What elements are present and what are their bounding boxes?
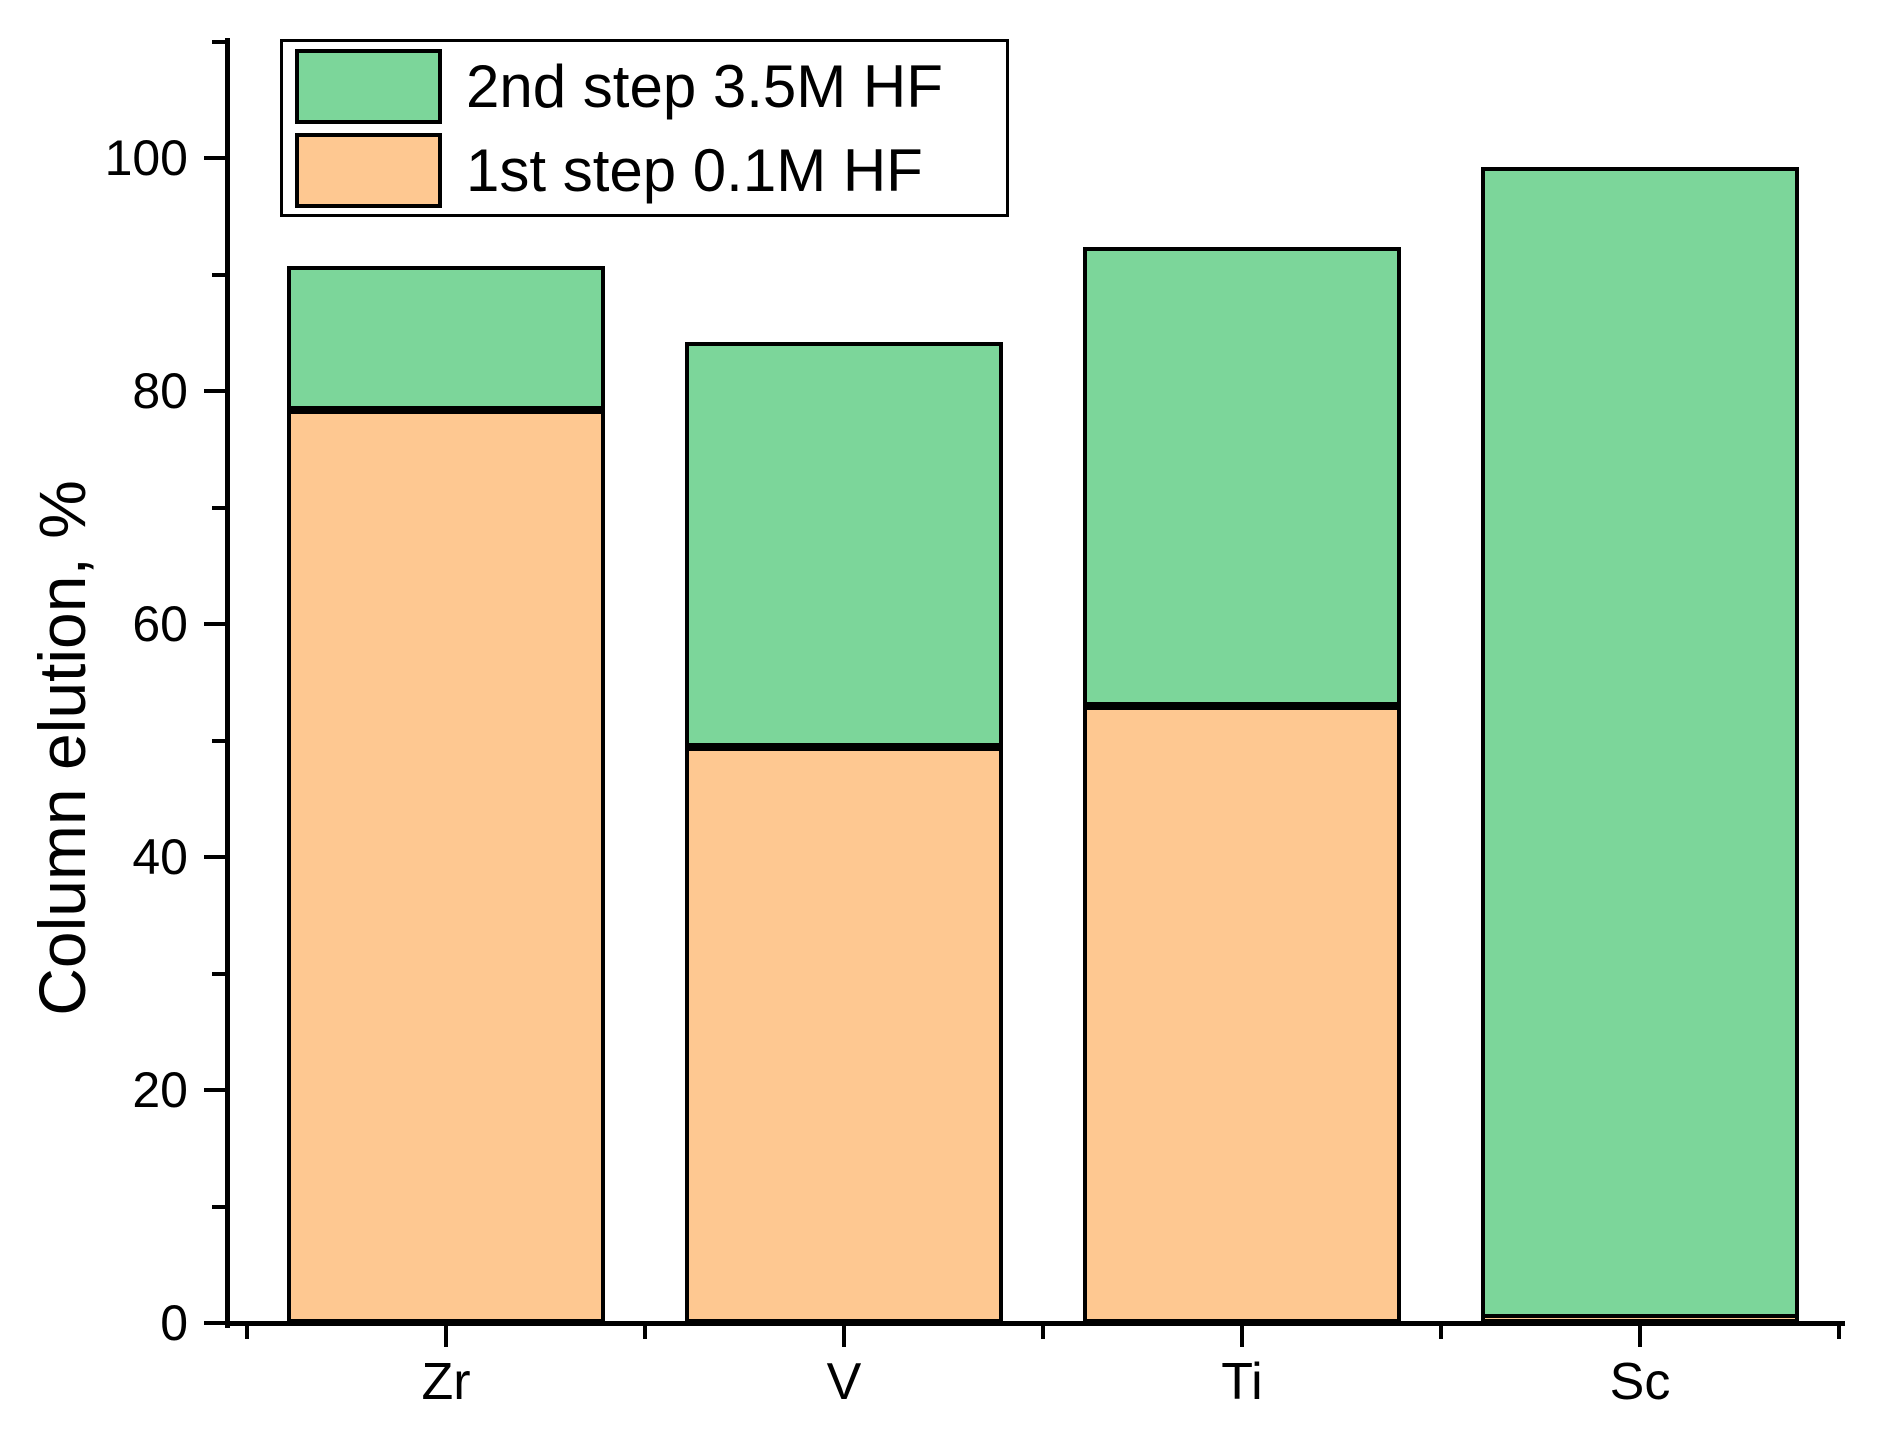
y-tick-label: 100 [104, 130, 188, 186]
y-major-tick [204, 622, 226, 626]
legend-item-1st-step: 1st step 0.1M HF [295, 132, 1006, 208]
y-major-tick [204, 389, 226, 393]
x-minor-tick [1439, 1325, 1443, 1339]
y-minor-tick [212, 738, 226, 743]
y-minor-tick [212, 1204, 226, 1209]
y-minor-tick [212, 39, 226, 44]
legend-label: 2nd step 3.5M HF [466, 52, 943, 120]
y-tick-label: 40 [132, 829, 188, 885]
legend-swatch-green [295, 48, 442, 124]
y-tick-label: 60 [132, 596, 188, 652]
bar-segment-v-s1 [685, 342, 1003, 748]
x-minor-tick [643, 1325, 647, 1339]
x-major-tick [1638, 1325, 1642, 1347]
legend: 2nd step 3.5M HF 1st step 0.1M HF [280, 39, 1009, 217]
x-minor-tick [1837, 1325, 1841, 1339]
x-tick-label: Sc [1609, 1353, 1671, 1411]
y-major-tick [204, 156, 226, 160]
y-minor-tick [212, 505, 226, 510]
bar-segment-v-s0 [685, 747, 1003, 1323]
x-tick-label: Zr [421, 1353, 471, 1411]
legend-item-2nd-step: 2nd step 3.5M HF [295, 48, 1006, 124]
bar-segment-ti-s1 [1083, 246, 1401, 706]
y-minor-tick [212, 971, 226, 976]
x-minor-tick [1041, 1325, 1045, 1339]
y-major-tick [204, 1321, 226, 1325]
bar-segment-zr-s0 [287, 409, 605, 1323]
legend-label: 1st step 0.1M HF [466, 136, 923, 204]
x-major-tick [444, 1325, 448, 1347]
legend-swatch-orange [295, 132, 442, 208]
y-axis-title: Column elution, % [25, 480, 99, 1016]
y-major-tick [204, 1088, 226, 1092]
x-axis-spine [225, 1321, 1845, 1326]
y-major-tick [204, 855, 226, 859]
bar-segment-ti-s0 [1083, 705, 1401, 1323]
y-tick-label: 80 [132, 363, 188, 419]
y-tick-label: 0 [160, 1295, 188, 1351]
y-tick-label: 20 [132, 1062, 188, 1118]
bar-segment-zr-s1 [287, 266, 605, 410]
y-axis-spine [225, 38, 230, 1328]
x-tick-label: Ti [1221, 1353, 1263, 1411]
x-major-tick [842, 1325, 846, 1347]
y-minor-tick [212, 272, 226, 277]
x-minor-tick [245, 1325, 249, 1339]
x-tick-label: V [826, 1353, 862, 1411]
bar-segment-sc-s1 [1481, 167, 1799, 1319]
x-major-tick [1240, 1325, 1244, 1347]
